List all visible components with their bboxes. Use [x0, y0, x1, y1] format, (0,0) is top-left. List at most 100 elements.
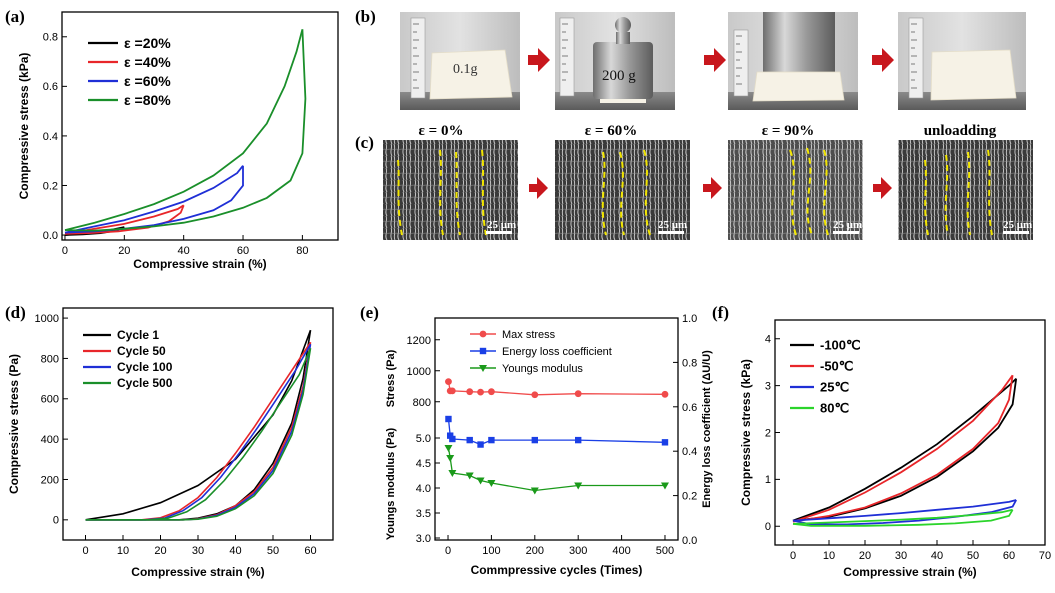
y-axis-title: Compressive stress (kPa): [17, 53, 31, 200]
series-loading-line: [792, 374, 1014, 523]
x-tick-label: 0: [790, 550, 796, 562]
data-point: [661, 390, 669, 398]
data-point: [531, 391, 539, 399]
legend-entry: ε =20%: [124, 35, 171, 51]
y-tick-label: 1000: [407, 366, 431, 378]
legend-entry: Max stress: [502, 329, 556, 341]
photo-compressed: [728, 12, 858, 110]
data-point: [574, 482, 583, 490]
sem-title-2: ε = 90%: [762, 123, 814, 139]
data-point: [446, 432, 454, 439]
legend-entry: ε =80%: [124, 92, 171, 108]
series-unloading-line: [64, 29, 307, 232]
y-right-tick-label: 0.0: [682, 535, 697, 547]
y-axis-title: Compressive stress (Pa): [7, 354, 21, 494]
y-tick-label: 4: [765, 334, 771, 346]
legend-entry: ε =60%: [124, 73, 171, 89]
legend-entry: Cycle 1: [117, 328, 159, 342]
y-right-tick-label: 0.6: [682, 402, 697, 414]
data-point: [466, 388, 474, 396]
x-tick-label: 20: [859, 550, 871, 562]
data-point: [574, 436, 582, 444]
series-line: [447, 447, 665, 492]
y-tick-label: 600: [41, 394, 59, 406]
data-point: [444, 445, 453, 452]
y-right-tick-label: 0.4: [682, 446, 697, 458]
series-3: [64, 29, 307, 232]
series-loading-line: [64, 29, 304, 231]
photo-sample-initial: 0.1g: [400, 12, 520, 110]
x-tick-label: 100: [482, 545, 500, 557]
series-1: [445, 415, 669, 448]
y-tick-label: 3.5: [416, 508, 431, 520]
scale-bar-label: 25 μm: [833, 219, 862, 231]
panel-a-chart: (a) 0 20 40 60 80 0.0 0.2 0.4 0.6 0.8 ε =20% ε =40%…: [5, 7, 339, 271]
series-1: [792, 374, 1014, 523]
y-tick-label: 5.0: [416, 433, 431, 445]
y-tick-label: 0.8: [43, 32, 58, 44]
y-axis-title-stress: Stress (Pa): [385, 349, 397, 407]
panel-c-label: (c): [355, 133, 374, 152]
y-tick-label: 1000: [35, 313, 59, 325]
photo-recovered: [898, 12, 1026, 110]
series-0: [792, 377, 1018, 522]
x-axis-title: Commpressive cycles (Times): [471, 563, 643, 577]
data-point: [448, 470, 457, 477]
data-point: [574, 390, 582, 398]
x-tick-label: 50: [967, 550, 979, 562]
panel-a-label: (a): [5, 7, 25, 26]
y-tick-label: 400: [41, 434, 59, 446]
x-tick-label: 40: [178, 245, 190, 257]
series-loading-line: [85, 329, 312, 521]
x-tick-label: 500: [656, 545, 674, 557]
y-tick-label: 200: [41, 474, 59, 486]
x-tick-label: 0: [445, 545, 451, 557]
data-point: [660, 482, 669, 490]
y-tick-label: 0.0: [43, 230, 58, 242]
data-point: [530, 487, 539, 495]
arrow-right-icon: [872, 48, 894, 72]
data-point: [446, 455, 455, 462]
x-tick-label: 60: [1003, 550, 1015, 562]
x-tick-label: 20: [118, 245, 130, 257]
legend-entry: Youngs modulus: [502, 363, 583, 375]
legend-entry: 25℃: [820, 380, 849, 395]
sem-image-3: 25 μm: [898, 140, 1033, 240]
y-tick-label: 0.6: [43, 81, 58, 93]
series-loading-line: [85, 347, 312, 521]
y-axis-title: Compressive stress (kPa): [739, 359, 753, 506]
x-tick-label: 40: [229, 545, 241, 557]
panel-d-label: (d): [5, 303, 26, 322]
sem-image-1: 25 μm: [555, 140, 690, 240]
series-unloading-line: [792, 499, 1017, 526]
series-loading-line: [792, 499, 1017, 522]
data-point: [465, 472, 474, 480]
panel-b-photo-sequence: (b) 0.1g 200 g: [355, 7, 1026, 110]
arrow-right-icon: [703, 177, 722, 199]
scale-bar-label: 25 μm: [1003, 219, 1032, 231]
y-tick-label: 800: [41, 353, 59, 365]
photo-mass-label-weight: 200 g: [602, 68, 636, 84]
series-loading-line: [792, 377, 1017, 522]
data-point: [448, 387, 456, 395]
y-tick-label: 3: [765, 380, 771, 392]
sem-image-0: 25 μm: [383, 140, 518, 240]
scale-bar-label: 25 μm: [658, 219, 687, 231]
panel-e-chart: (e) 0 100 200 300 400 500 800 1000 1200 3.0 3.5 4.0…: [360, 303, 713, 577]
x-axis-title: Compressive strain (%): [133, 257, 266, 271]
y-tick-label: 4.0: [416, 483, 431, 495]
sem-image-2: 25 μm: [728, 140, 863, 240]
data-point: [445, 415, 452, 423]
series-unloading-line: [85, 348, 312, 521]
x-tick-label: 10: [117, 545, 129, 557]
y-tick-label: 0: [765, 521, 771, 533]
legend-entry: ε =40%: [124, 54, 171, 70]
series-0: [445, 378, 669, 399]
x-tick-label: 10: [823, 550, 835, 562]
legend-marker: [479, 365, 487, 372]
series-0: [85, 329, 312, 521]
y-right-axis-title: Energy loss coefficient (ΔU/U): [701, 350, 713, 508]
arrow-right-icon: [704, 48, 726, 72]
data-point: [531, 436, 539, 444]
